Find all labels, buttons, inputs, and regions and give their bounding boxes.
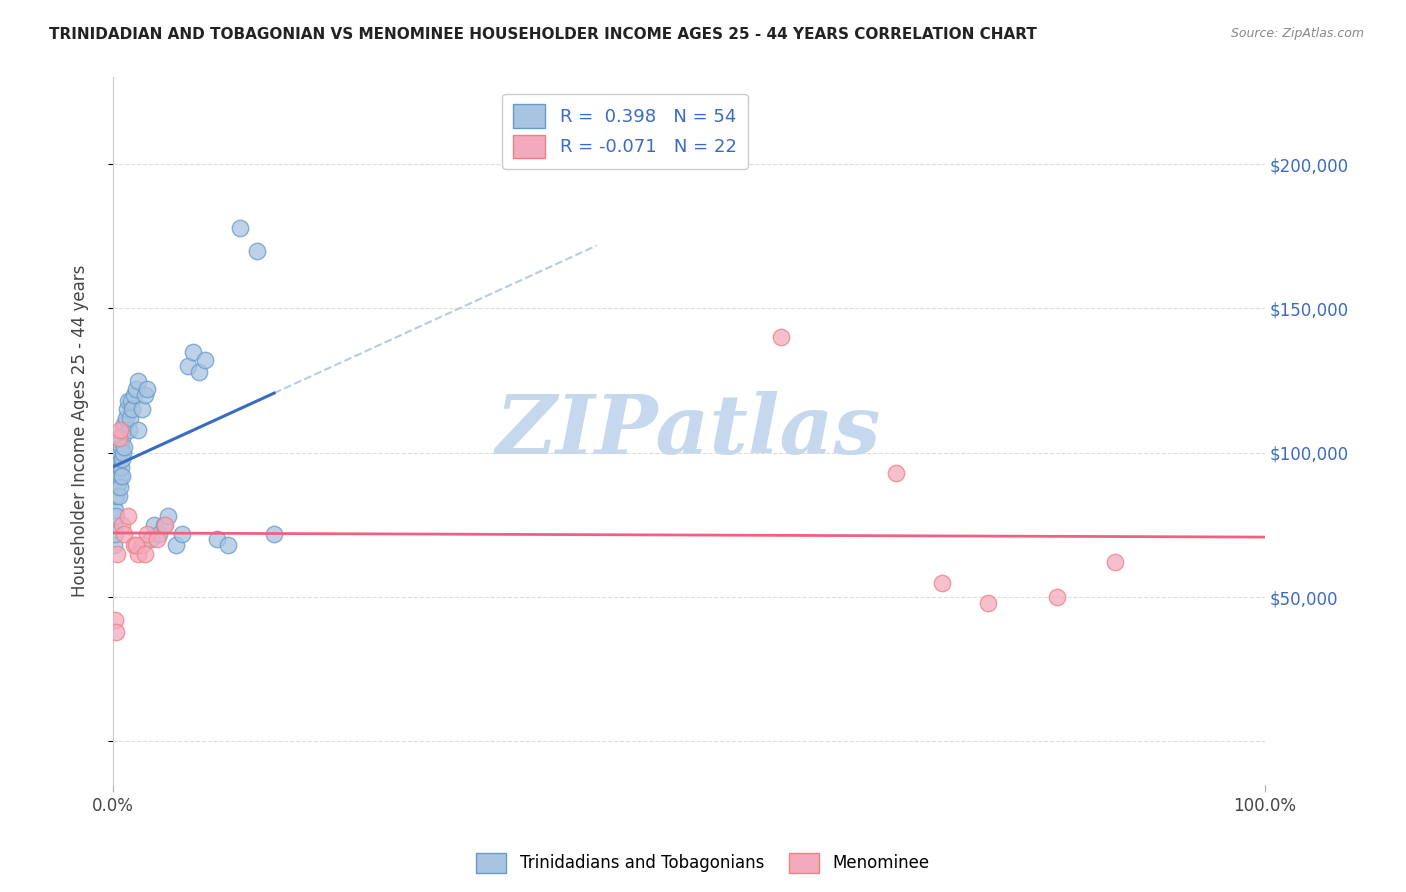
Point xyxy=(110,440,132,454)
Point xyxy=(107,480,129,494)
Point xyxy=(134,388,156,402)
Point xyxy=(111,517,134,532)
Point xyxy=(110,460,132,475)
Point xyxy=(194,353,217,368)
Point xyxy=(112,417,135,431)
Point xyxy=(246,244,269,258)
Point xyxy=(105,489,128,503)
Point xyxy=(112,446,135,460)
Point xyxy=(111,431,134,445)
Point xyxy=(107,475,129,489)
Point xyxy=(228,220,250,235)
Point xyxy=(103,538,125,552)
Point xyxy=(136,382,159,396)
Point xyxy=(131,538,153,552)
Point xyxy=(122,538,145,552)
Point xyxy=(205,533,228,547)
Point xyxy=(1104,556,1126,570)
Point xyxy=(931,575,953,590)
Point xyxy=(108,423,131,437)
Point xyxy=(103,517,125,532)
Point xyxy=(117,393,139,408)
Point xyxy=(105,468,128,483)
Point xyxy=(111,468,134,483)
Point xyxy=(183,344,205,359)
Point xyxy=(152,517,174,532)
Point xyxy=(131,402,153,417)
Point xyxy=(127,374,149,388)
Point xyxy=(125,538,148,552)
Point xyxy=(139,533,162,547)
Point xyxy=(188,365,211,379)
Point xyxy=(104,503,127,517)
Point xyxy=(127,423,149,437)
Point xyxy=(120,393,142,408)
Point xyxy=(153,517,176,532)
Point xyxy=(170,526,193,541)
Point xyxy=(165,538,187,552)
Point xyxy=(108,446,131,460)
Point xyxy=(977,596,1000,610)
Text: TRINIDADIAN AND TOBAGONIAN VS MENOMINEE HOUSEHOLDER INCOME AGES 25 - 44 YEARS CO: TRINIDADIAN AND TOBAGONIAN VS MENOMINEE … xyxy=(49,27,1038,42)
Point xyxy=(122,388,145,402)
Text: ZIPatlas: ZIPatlas xyxy=(496,391,882,471)
Point xyxy=(117,509,139,524)
Point xyxy=(217,538,239,552)
Y-axis label: Householder Income Ages 25 - 44 years: Householder Income Ages 25 - 44 years xyxy=(72,265,89,598)
Point xyxy=(157,509,180,524)
Point xyxy=(884,466,907,480)
Point xyxy=(111,451,134,466)
Point xyxy=(107,451,129,466)
Point xyxy=(125,382,148,396)
Point xyxy=(107,547,129,561)
Point xyxy=(769,330,792,344)
Point xyxy=(112,526,135,541)
Legend: R =  0.398   N = 54, R = -0.071   N = 22: R = 0.398 N = 54, R = -0.071 N = 22 xyxy=(502,94,748,169)
Point xyxy=(114,411,136,425)
Point xyxy=(107,460,129,475)
Point xyxy=(112,440,135,454)
Point xyxy=(1046,590,1069,604)
Point xyxy=(118,423,141,437)
Point xyxy=(177,359,200,373)
Text: Source: ZipAtlas.com: Source: ZipAtlas.com xyxy=(1230,27,1364,40)
Point xyxy=(107,431,129,445)
Point xyxy=(127,547,149,561)
Point xyxy=(105,624,128,639)
Point xyxy=(108,468,131,483)
Point xyxy=(143,517,166,532)
Point xyxy=(107,489,129,503)
Point xyxy=(121,402,143,417)
Point xyxy=(112,423,135,437)
Point xyxy=(104,613,127,627)
Point xyxy=(145,533,167,547)
Point xyxy=(104,526,127,541)
Point xyxy=(105,509,128,524)
Point xyxy=(263,526,285,541)
Point xyxy=(136,526,159,541)
Point xyxy=(115,402,138,417)
Point xyxy=(120,411,142,425)
Legend: Trinidadians and Tobagonians, Menominee: Trinidadians and Tobagonians, Menominee xyxy=(470,847,936,880)
Point xyxy=(108,480,131,494)
Point xyxy=(148,526,170,541)
Point xyxy=(134,547,156,561)
